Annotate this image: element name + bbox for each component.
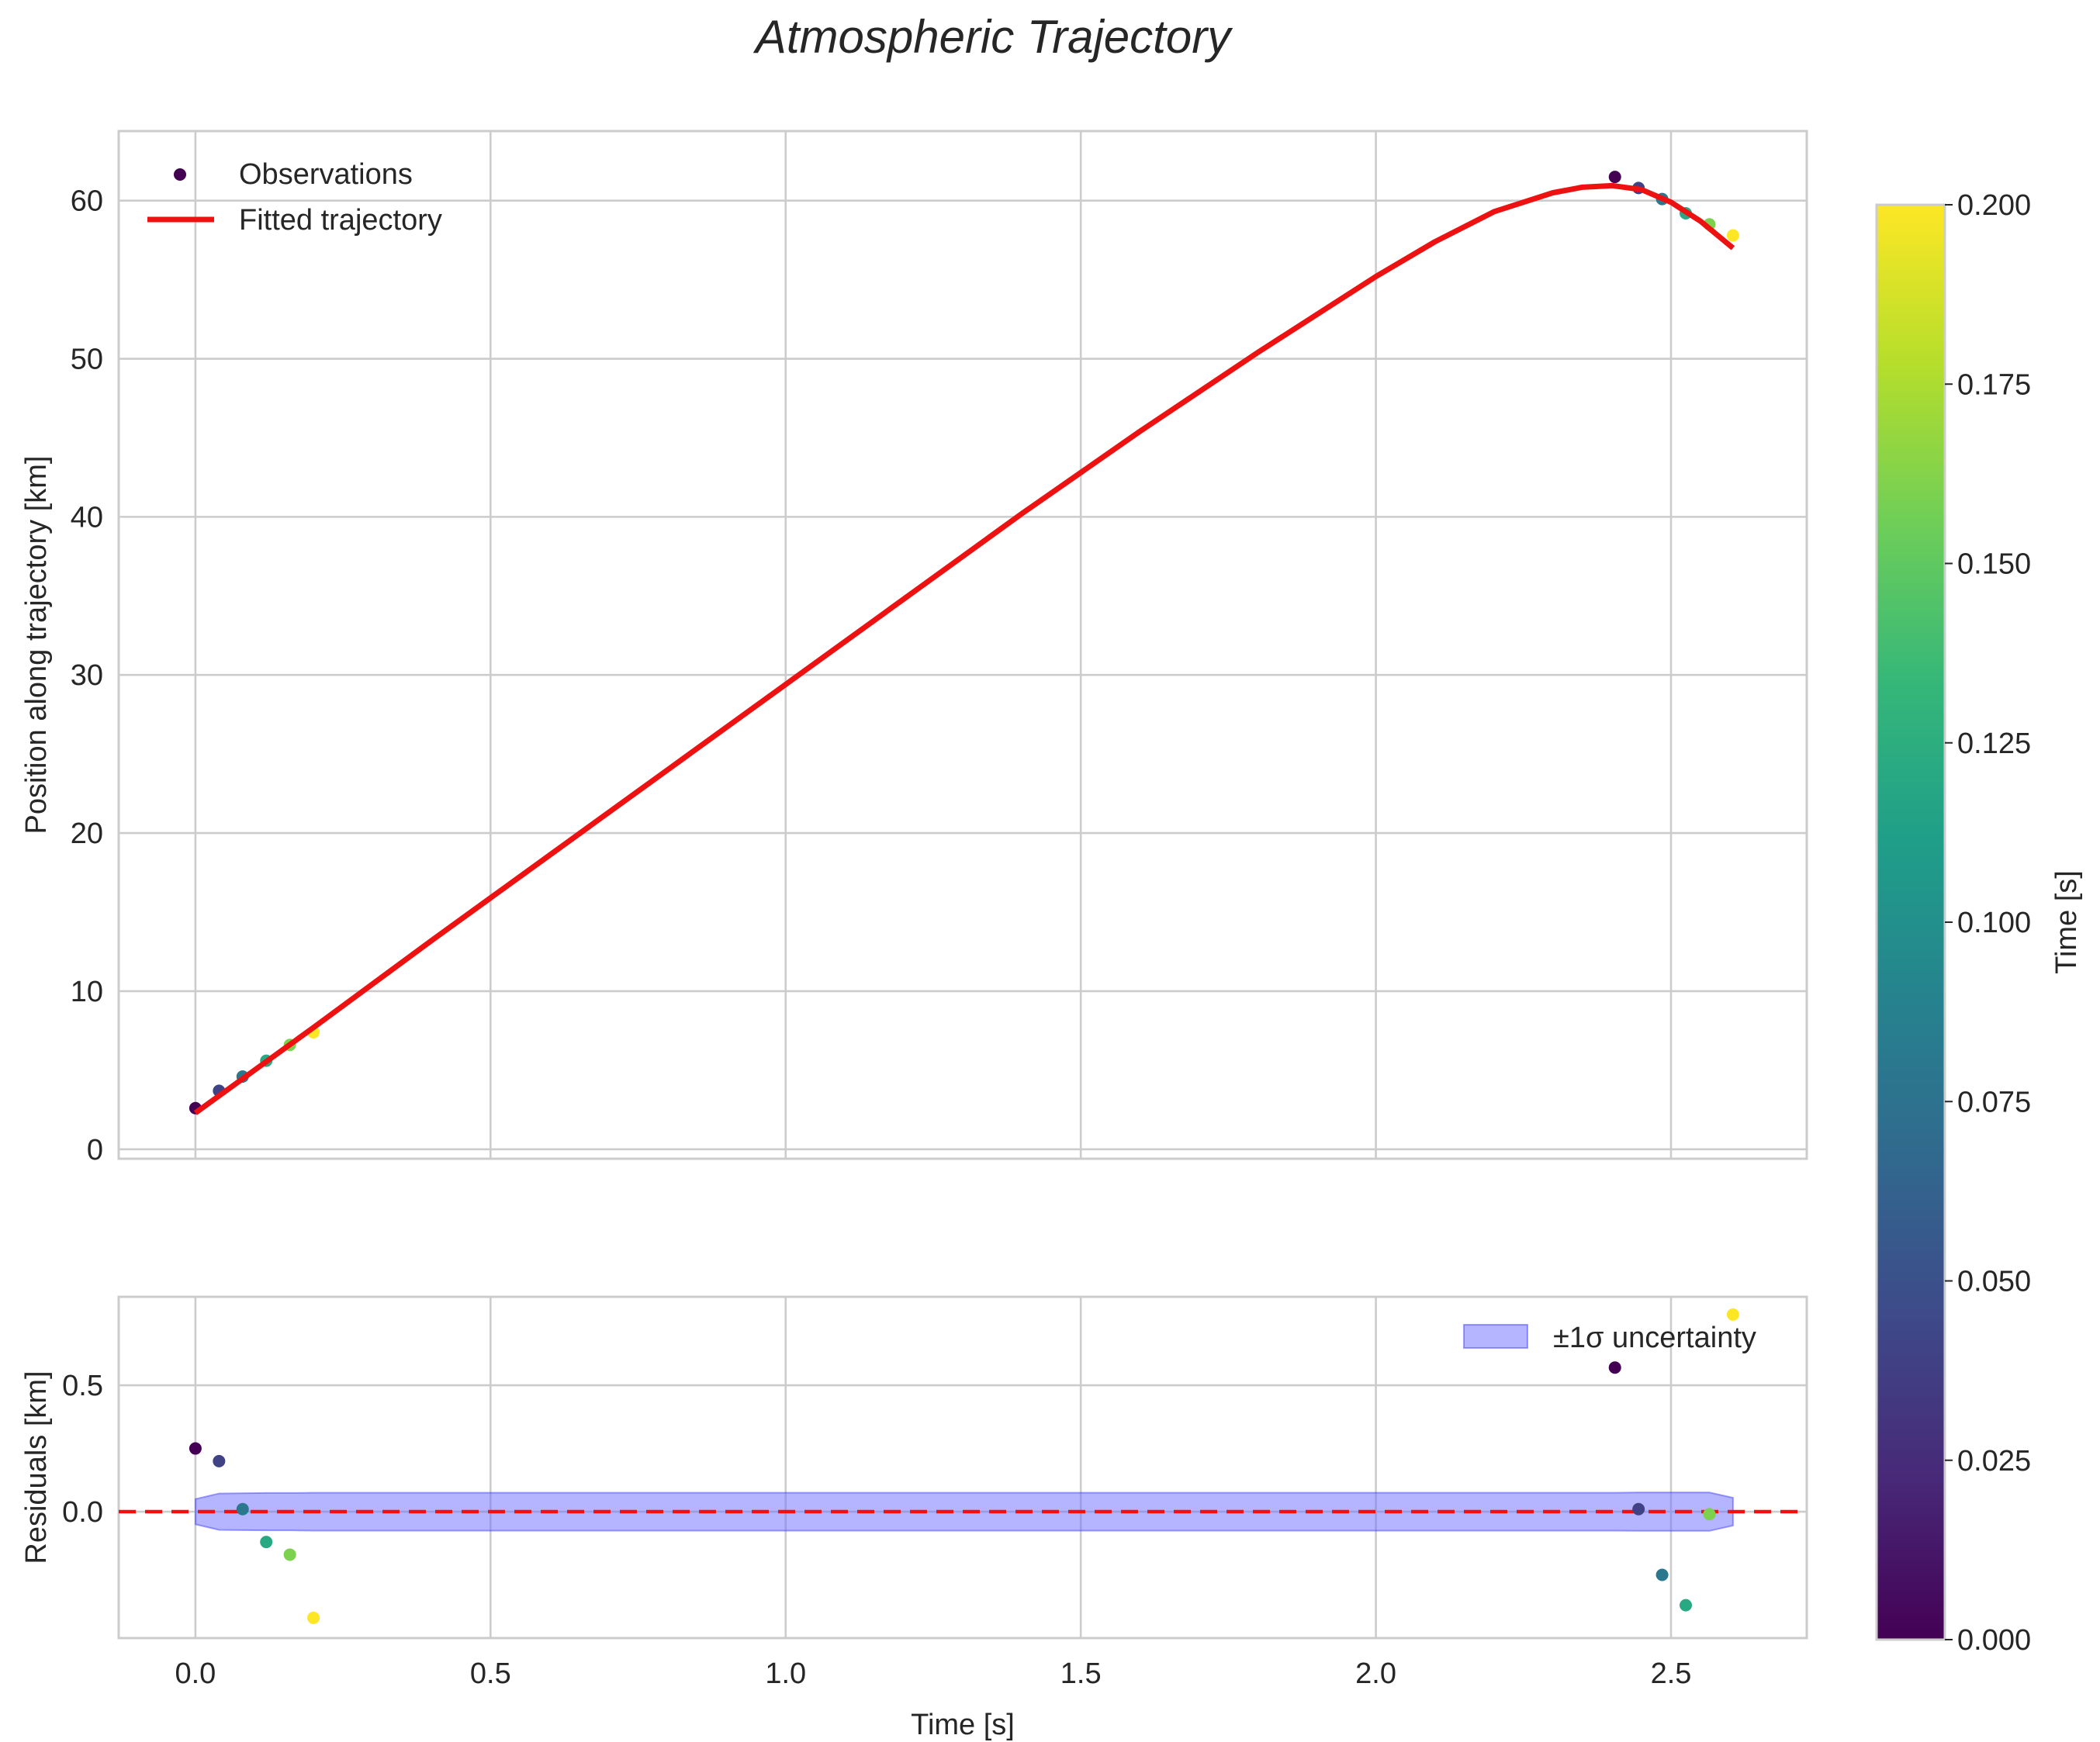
x-tick-label: 1.0 xyxy=(765,1657,806,1690)
legend-band-swatch xyxy=(1463,1324,1528,1349)
residual-point xyxy=(1680,1599,1693,1612)
y-tick-label: 0.5 xyxy=(62,1370,103,1402)
chart-title: Atmospheric Trajectory xyxy=(753,11,1233,63)
observation-point xyxy=(1726,229,1739,242)
residual-point xyxy=(1726,1308,1739,1321)
x-tick-label: 2.0 xyxy=(1355,1657,1396,1690)
y-axis-label: Position along trajectory [km] xyxy=(20,456,53,835)
legend-band-label: ±1σ uncertainty xyxy=(1553,1322,1756,1354)
main-axes: 0 10 20 30 40 50 60 Position along trajectory [… xyxy=(20,130,1808,1167)
main-legend: Observations Fitted trajectory xyxy=(147,158,442,237)
residual-point xyxy=(260,1536,273,1549)
y-axis-label: Residuals [km] xyxy=(20,1370,53,1564)
y-tick-label: 50 xyxy=(71,344,103,376)
y-tick-label: 0.0 xyxy=(62,1496,103,1529)
residuals-axes: 0.0 0.5 0.0 0.5 1.0 1.5 2.0 2.5 Residuals [km] Ti… xyxy=(20,1295,1808,1741)
y-tick-label: 40 xyxy=(71,501,103,534)
observation-point xyxy=(1608,171,1621,184)
residual-point xyxy=(1632,1502,1645,1516)
colorbar-tick-label: 0.025 xyxy=(1957,1445,2031,1478)
residual-point xyxy=(213,1454,226,1467)
colorbar-label: Time [s] xyxy=(2050,870,2083,974)
x-tick-label: 2.5 xyxy=(1651,1657,1692,1690)
residual-legend: ±1σ uncertainty xyxy=(1463,1322,1756,1354)
legend-observations-label: Observations xyxy=(239,158,413,191)
y-tick-label: 20 xyxy=(71,817,103,850)
colorbar-tick-label: 0.175 xyxy=(1957,368,2031,401)
colorbar-tick-label: 0.075 xyxy=(1957,1086,2031,1118)
colorbar-tick-label: 0.150 xyxy=(1957,548,2031,581)
y-tick-label: 10 xyxy=(71,976,103,1008)
y-tick-label: 60 xyxy=(71,185,103,218)
colorbar: 0.000 0.025 0.050 0.075 0.100 0.125 0.150 0.175… xyxy=(1875,189,2083,1657)
residual-point xyxy=(1655,1568,1669,1581)
x-tick-label: 1.5 xyxy=(1060,1657,1102,1690)
residual-point xyxy=(307,1611,320,1624)
legend-observations-marker xyxy=(174,168,186,181)
y-tick-label: 0 xyxy=(87,1134,103,1167)
residual-point xyxy=(189,1442,202,1455)
residual-point xyxy=(1608,1361,1621,1374)
colorbar-gradient xyxy=(1875,203,1946,1641)
fitted-trajectory-line xyxy=(193,182,1735,1115)
observations-group xyxy=(189,171,1739,1115)
residual-point xyxy=(283,1548,296,1561)
colorbar-tick-label: 0.200 xyxy=(1957,189,2031,222)
y-tick-label: 30 xyxy=(71,659,103,692)
colorbar-tick-label: 0.050 xyxy=(1957,1266,2031,1298)
residual-points-group xyxy=(189,1308,1739,1624)
axes-frame xyxy=(117,1295,1808,1640)
colorbar-tick-label: 0.100 xyxy=(1957,907,2031,939)
axes-frame xyxy=(117,130,1808,1160)
colorbar-tick-label: 0.000 xyxy=(1957,1624,2031,1657)
x-tick-label: 0.0 xyxy=(175,1657,216,1690)
residual-point xyxy=(236,1502,249,1516)
colorbar-tick-label: 0.125 xyxy=(1957,728,2031,760)
x-tick-label: 0.5 xyxy=(470,1657,511,1690)
x-axis-label: Time [s] xyxy=(911,1709,1015,1741)
residual-point xyxy=(1703,1508,1716,1521)
legend-fitted-label: Fitted trajectory xyxy=(239,204,442,237)
